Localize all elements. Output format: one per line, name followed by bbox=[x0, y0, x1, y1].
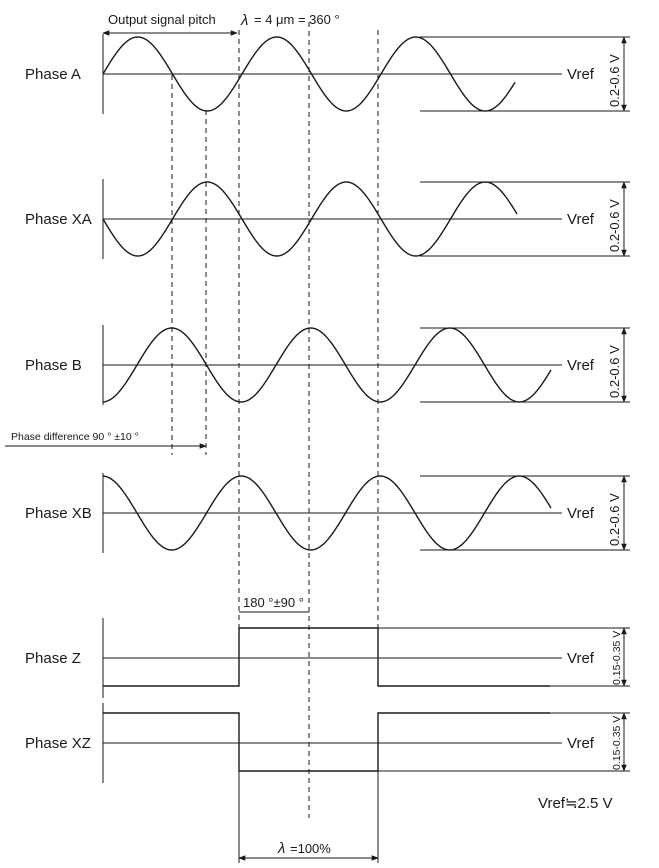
phase-xz-waveform bbox=[103, 712, 550, 772]
phase-a-vref-label: Vref bbox=[567, 66, 595, 83]
pitch-label: Output signal pitch bbox=[108, 12, 216, 27]
vref-note: Vref≒2.5 V bbox=[538, 795, 613, 812]
pitch-lambda-symbol: λ bbox=[240, 12, 248, 29]
z-tolerance-label: 180 °±90 ° bbox=[243, 595, 304, 610]
phase-xb-amplitude: 0.2-0.6 V bbox=[607, 493, 622, 546]
phase-xb-waveform bbox=[102, 475, 552, 551]
phase-b-label: Phase B bbox=[25, 357, 82, 374]
phase-a-waveform bbox=[102, 36, 516, 112]
pulse-width-value: =100% bbox=[290, 841, 331, 856]
phase-z-vref-label: Vref bbox=[567, 650, 595, 667]
phase-b-amplitude: 0.2-0.6 V bbox=[607, 345, 622, 398]
phase-z-amplitude: 0.15-0.35 V bbox=[611, 631, 623, 685]
phase-xb-label: Phase XB bbox=[25, 505, 92, 522]
phase-difference-label: Phase difference 90 ° ±10 ° bbox=[11, 431, 139, 443]
phase-xb-vref-label: Vref bbox=[567, 505, 595, 522]
phase-z-waveform bbox=[103, 627, 550, 687]
phase-b-waveform bbox=[102, 327, 552, 403]
pitch-value: = 4 μm = 360 ° bbox=[254, 12, 340, 27]
phase-z-label: Phase Z bbox=[25, 650, 81, 667]
phase-a-amplitude: 0.2-0.6 V bbox=[607, 54, 622, 107]
phase-xz-vref-label: Vref bbox=[567, 735, 595, 752]
phase-xa-waveform bbox=[102, 181, 518, 257]
phase-b-vref-label: Vref bbox=[567, 357, 595, 374]
phase-xa-label: Phase XA bbox=[25, 211, 92, 228]
phase-xz-amplitude: 0.15-0.35 V bbox=[611, 716, 623, 770]
phase-a-label: Phase A bbox=[25, 66, 81, 83]
pulse-width-lambda: λ bbox=[277, 840, 285, 857]
phase-xa-vref-label: Vref bbox=[567, 211, 595, 228]
phase-rows: Phase A Vref 0.2-0.6 V Phase XA Vref 0.2-0.6 … bbox=[25, 34, 630, 783]
phase-xz-label: Phase XZ bbox=[25, 735, 91, 752]
phase-xa-amplitude: 0.2-0.6 V bbox=[607, 199, 622, 252]
